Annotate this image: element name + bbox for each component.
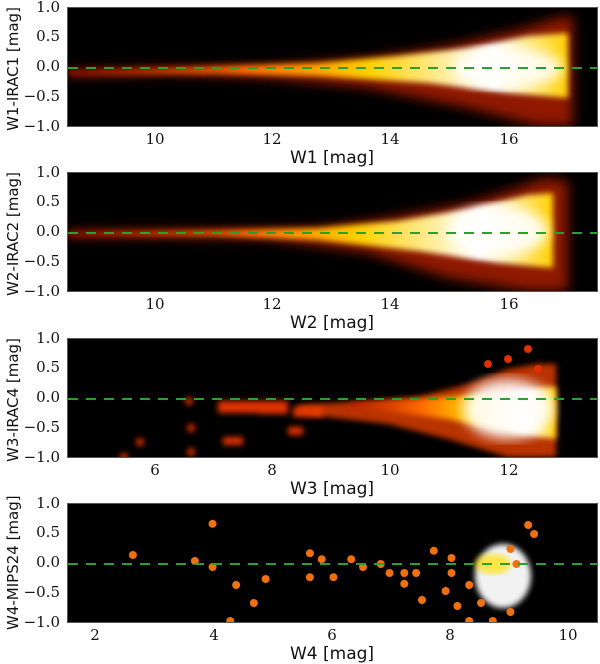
data-point [506,545,515,553]
x-tick: 4 [209,626,219,644]
y-tick: −1.0 [23,448,60,466]
x-axis-label: W4 [mag] [289,644,375,664]
x-tick: 2 [90,626,100,644]
y-tick: 0.5 [36,523,60,541]
data-point [305,573,314,582]
y-tick: 0.5 [36,27,60,45]
data-point [329,573,338,582]
data-point [305,549,314,558]
plot-area [67,338,598,458]
x-tick: 10 [558,626,578,644]
y-tick: −0.5 [23,252,60,270]
density-map [68,178,597,291]
data-point [412,569,421,577]
density-map [68,16,597,126]
scatter-points [68,519,597,622]
data-point [385,569,394,577]
y-tick: 0.0 [36,222,60,240]
data-point [208,519,217,528]
x-tick: 12 [499,461,519,479]
y-tick: −0.5 [23,418,60,436]
y-tick: 0.0 [36,388,60,406]
plot-area [67,172,598,292]
x-tick: 6 [327,626,337,644]
data-point [429,546,438,555]
y-tick: 1.0 [36,494,60,512]
x-tick: 12 [262,295,282,313]
x-tick: 16 [499,295,519,313]
data-point [441,587,450,595]
y-tick: −0.5 [23,583,60,601]
y-tick: 1.0 [36,329,60,347]
y-tick: −1.0 [23,282,60,300]
x-tick: 12 [262,130,282,148]
y-tick: 0.5 [36,192,60,210]
data-point [232,581,241,589]
data-point [530,530,539,538]
y-tick: −0.5 [23,87,60,105]
x-tick: 14 [380,130,400,148]
data-point [512,560,521,568]
data-point [261,575,270,583]
density-map [68,345,597,457]
data-point [226,617,235,622]
y-tick: 1.0 [36,163,60,181]
x-axis-label: W1 [mag] [289,148,375,168]
y-tick: 1.0 [36,0,60,16]
plot-area [67,7,598,127]
data-point [488,617,497,622]
data-point [465,617,474,622]
x-axis-label: W3 [mag] [289,479,375,499]
data-point [249,599,258,607]
x-tick: 14 [380,295,400,313]
x-tick: 6 [150,461,160,479]
data-point [128,551,137,559]
y-tick: −1.0 [23,613,60,631]
y-tick: 0.0 [36,553,60,571]
x-tick: 10 [145,295,165,313]
data-point [317,555,326,564]
x-tick: 8 [267,461,277,479]
data-point [400,579,409,588]
data-point [477,599,485,607]
y-tick: −1.0 [23,117,60,135]
data-point [506,608,515,616]
data-point [447,554,456,562]
x-tick: 8 [445,626,455,644]
data-point [418,596,426,604]
data-point [400,569,409,577]
y-tick: 0.5 [36,358,60,376]
x-tick: 10 [380,461,400,479]
x-tick: 10 [145,130,165,148]
plot-area [67,503,598,623]
x-axis-label: W2 [mag] [289,313,375,333]
data-point [465,581,474,589]
x-tick: 16 [499,130,519,148]
y-tick: 0.0 [36,57,60,75]
data-point [447,569,456,577]
data-point [453,602,462,610]
data-point [347,555,356,564]
data-point [524,521,533,529]
